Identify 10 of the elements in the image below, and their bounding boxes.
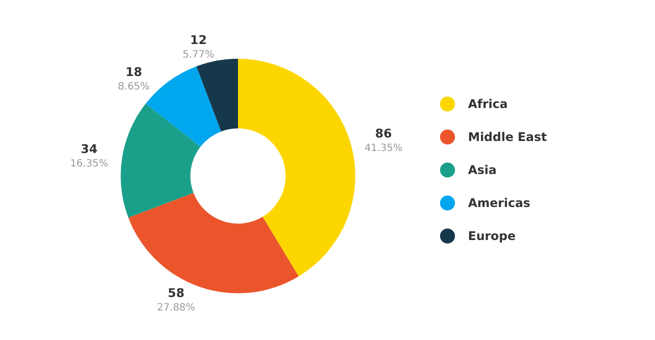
legend-label: Asia	[468, 163, 497, 177]
data-label: 18 8.65%	[118, 64, 150, 92]
data-label: 58 27.88%	[157, 286, 196, 314]
legend-label: Europe	[468, 229, 516, 243]
legend-label: Middle East	[468, 130, 548, 144]
legend-label: Africa	[468, 97, 508, 111]
data-label: 86 41.35%	[364, 126, 403, 154]
legend-label: Americas	[468, 196, 530, 210]
data-label: 34 16.35%	[70, 142, 108, 170]
data-label: 12 5.77%	[182, 32, 214, 60]
